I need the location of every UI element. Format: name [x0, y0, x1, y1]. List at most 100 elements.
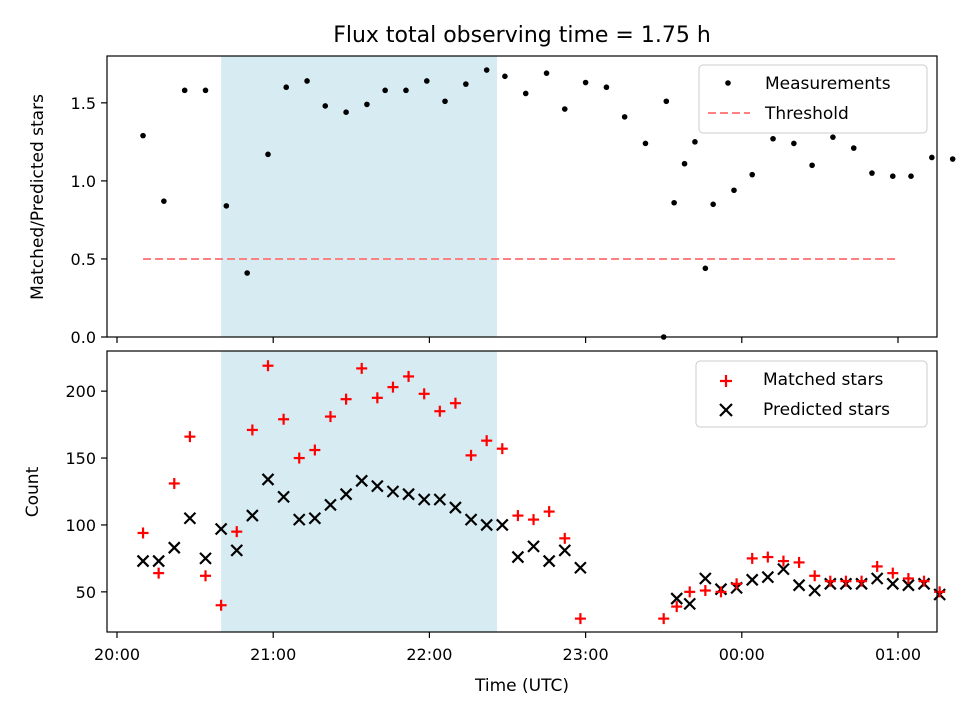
predicted-star-point	[136, 554, 150, 568]
predicted-star-point	[308, 511, 322, 525]
measurement-point	[265, 151, 271, 158]
y-tick-label: 150	[65, 449, 96, 468]
matched-star-point	[465, 449, 477, 461]
measurement-point	[543, 70, 550, 76]
legend-matched-marker	[720, 375, 732, 387]
measurement-point	[244, 270, 250, 276]
matched-star-point	[731, 578, 743, 590]
y-tick-label: 50	[76, 583, 96, 602]
matched-star-point	[574, 613, 586, 625]
predicted-star-point	[808, 584, 821, 597]
y-tick-label: 200	[65, 382, 96, 401]
measurement-point	[181, 87, 188, 94]
predicted-star-point	[152, 554, 165, 568]
predicted-star-point	[527, 540, 540, 553]
y-tick-label: 1.5	[71, 94, 96, 113]
predicted-stars-points	[136, 473, 946, 611]
predicted-star-point	[433, 493, 447, 506]
measurement-point	[561, 106, 568, 112]
matched-star-point	[684, 586, 696, 598]
predicted-star-point	[183, 511, 197, 525]
bottom-x-ticks: 20:00 21:00 22:00 23:00 00:00 01:00	[94, 632, 921, 664]
predicted-star-point	[277, 490, 290, 504]
x-tick-label: 00:00	[719, 645, 765, 664]
measurement-point	[949, 156, 956, 162]
matched-star-point	[309, 444, 321, 456]
measurement-point	[603, 84, 610, 91]
measurement-point	[304, 78, 310, 84]
measurement-point	[869, 170, 875, 176]
measurement-point	[364, 101, 370, 108]
chart-title: Flux total observing time = 1.75 h	[333, 23, 711, 48]
predicted-star-point	[292, 513, 306, 526]
matched-star-point	[200, 570, 212, 582]
predicted-star-point	[246, 509, 259, 522]
top-y-ticks: 0.0 0.5 1.0 1.5	[71, 94, 107, 347]
matched-star-point	[918, 575, 930, 587]
matched-star-point	[512, 510, 524, 522]
x-axis-label: Time (UTC)	[474, 676, 569, 696]
predicted-star-point	[511, 550, 525, 564]
measurement-point	[830, 134, 836, 140]
measurement-point	[582, 79, 589, 86]
predicted-star-point	[417, 493, 431, 506]
matched-star-point	[746, 552, 758, 564]
legend-threshold-label: Threshold	[764, 104, 849, 124]
measurement-point	[483, 67, 490, 73]
matched-star-point	[658, 613, 670, 625]
x-tick-label: 22:00	[406, 645, 452, 664]
matched-star-point	[403, 370, 415, 382]
predicted-star-point	[699, 572, 712, 585]
y-tick-label: 100	[65, 516, 96, 535]
bottom-y-ticks: 50 100 150 200	[65, 382, 107, 602]
matched-star-point	[793, 556, 805, 568]
matched-star-point	[481, 435, 493, 447]
legend-predicted-label: Predicted stars	[763, 400, 890, 420]
matched-star-point	[340, 393, 352, 405]
matched-star-point	[324, 411, 336, 423]
measurement-point	[731, 187, 737, 194]
measurement-point	[749, 171, 756, 178]
matched-star-point	[262, 360, 274, 372]
measurement-point	[343, 109, 349, 115]
matched-star-point	[371, 392, 383, 404]
matched-star-point	[434, 405, 446, 417]
measurement-point	[403, 87, 409, 94]
predicted-star-point	[355, 474, 368, 488]
predicted-star-point	[496, 518, 509, 532]
bottom-axes-frame	[106, 350, 938, 633]
matched-star-point	[153, 567, 165, 579]
predicted-star-point	[792, 578, 806, 592]
legend-measurements-label: Measurements	[765, 74, 891, 94]
predicted-star-point	[886, 577, 900, 591]
matched-star-point	[387, 381, 399, 393]
top-legend-frame	[698, 64, 928, 134]
matched-star-point	[356, 362, 368, 374]
predicted-star-point	[214, 522, 228, 536]
top-y-axis-label: Matched/Predicted stars	[28, 94, 48, 300]
measurement-point	[642, 140, 649, 147]
bottom-shaded-region	[221, 351, 498, 632]
top-axes-frame	[106, 55, 938, 338]
measurement-point	[140, 132, 146, 139]
bottom-legend: Matched stars Predicted stars	[695, 360, 928, 428]
matched-star-point	[671, 601, 683, 613]
matched-star-point	[528, 514, 540, 526]
predicted-star-point	[386, 485, 400, 498]
predicted-star-point	[745, 573, 759, 587]
predicted-star-point	[670, 592, 683, 605]
measurement-point	[702, 265, 709, 272]
matched-star-point	[231, 526, 243, 538]
matched-star-point	[887, 567, 899, 579]
measurement-point	[621, 114, 628, 120]
predicted-star-point	[902, 578, 915, 592]
predicted-star-point	[402, 487, 415, 501]
matched-star-point	[809, 570, 821, 582]
y-tick-label: 1.0	[71, 172, 96, 191]
predicted-star-point	[261, 473, 275, 486]
x-tick-label: 20:00	[94, 645, 140, 664]
predicted-star-point	[230, 544, 244, 557]
measurement-point	[809, 162, 815, 169]
matched-star-point	[856, 575, 868, 587]
predicted-star-point	[683, 597, 697, 611]
